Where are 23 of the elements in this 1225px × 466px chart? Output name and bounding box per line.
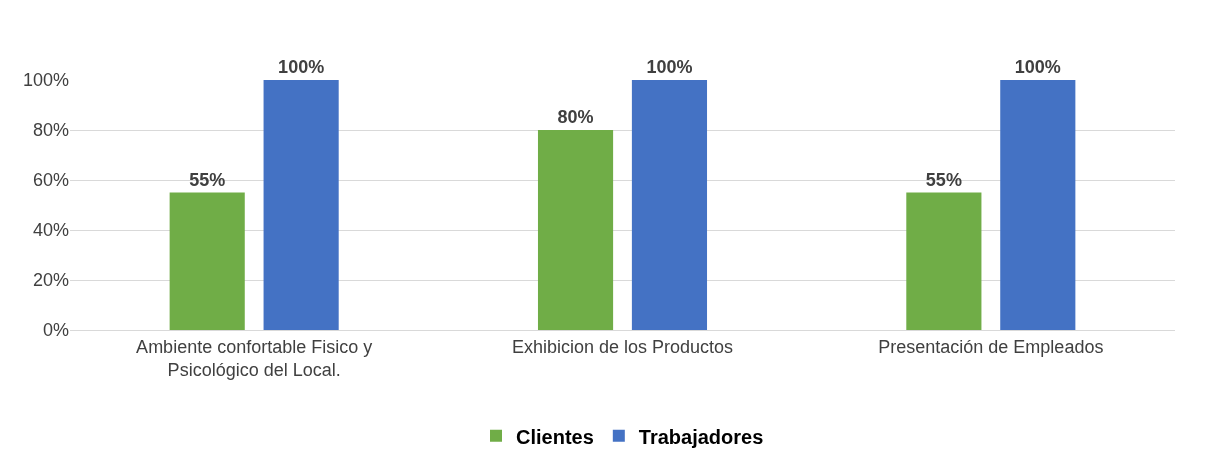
bar <box>169 192 245 330</box>
bar <box>1000 80 1076 330</box>
x-tick-label: Exhibicion de los Productos <box>511 336 734 357</box>
y-tick-label: 20% <box>32 270 69 291</box>
y-tick-label: 60% <box>32 170 69 191</box>
legend-label: Trabajadores <box>638 425 764 448</box>
y-tick-label: 40% <box>32 220 69 241</box>
x-tick-label: Ambiente confortable Fisico y Psicológico del Local. <box>136 336 373 380</box>
data-label: 100% <box>1014 57 1061 77</box>
data-label: 55% <box>925 169 962 190</box>
data-label: 100% <box>646 57 693 77</box>
y-tick-label: 80% <box>32 120 69 141</box>
data-label: 55% <box>189 169 226 190</box>
data-label: 80% <box>557 107 594 127</box>
y-tick-label: 100% <box>22 70 69 91</box>
x-tick-label: Presentación de Empleados <box>878 336 1104 357</box>
bar <box>537 130 614 330</box>
bar <box>631 80 708 330</box>
bar <box>906 192 982 330</box>
legend-label: Clientes <box>516 425 594 448</box>
bar <box>263 80 339 330</box>
y-tick-label: 0% <box>42 320 69 341</box>
data-label: 100% <box>278 57 325 77</box>
